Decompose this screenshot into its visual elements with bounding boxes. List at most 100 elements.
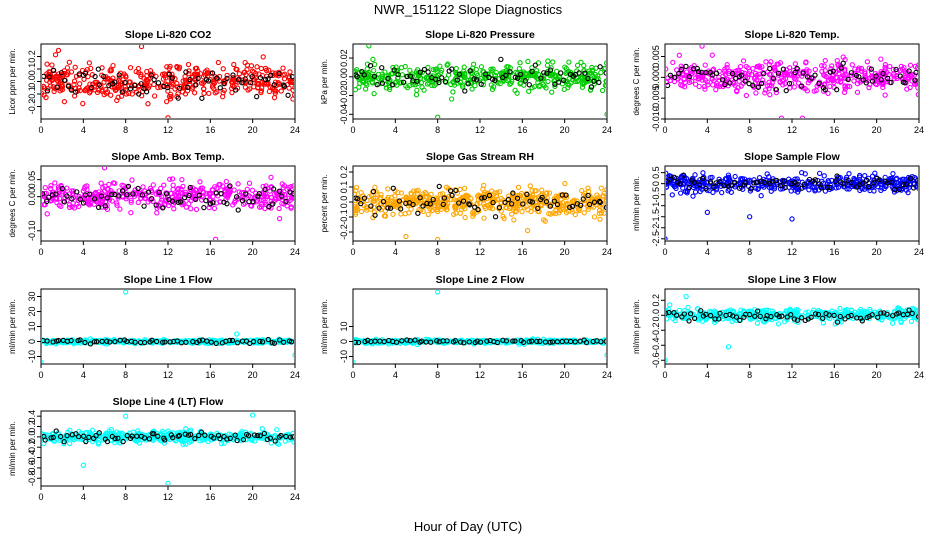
panel-title: Slope Line 2 Flow	[436, 274, 526, 286]
data-point	[124, 192, 130, 198]
data-point	[719, 189, 725, 196]
x-tick-label: 8	[747, 125, 752, 135]
x-tick-label: 4	[705, 370, 710, 380]
data-point	[520, 201, 526, 207]
data-point	[466, 339, 472, 345]
data-point	[900, 181, 907, 188]
data-point	[479, 195, 485, 201]
data-point	[682, 178, 689, 184]
data-point	[906, 76, 912, 82]
data-point	[370, 188, 377, 195]
data-point	[767, 92, 773, 98]
data-point	[882, 92, 888, 98]
data-point	[162, 339, 168, 345]
data-point	[68, 337, 74, 344]
data-point	[153, 338, 160, 345]
data-point	[754, 308, 761, 314]
data-point	[734, 87, 740, 94]
data-point	[56, 71, 62, 77]
data-point	[866, 85, 872, 91]
x-tick-label: 8	[435, 370, 440, 380]
data-point	[451, 211, 457, 218]
data-point	[586, 68, 592, 74]
data-point	[746, 68, 753, 75]
data-point	[48, 183, 54, 189]
data-point	[354, 68, 359, 75]
data-point	[289, 74, 294, 80]
data-point	[161, 182, 167, 188]
data-point	[666, 309, 672, 316]
scatter-points	[354, 180, 606, 240]
data-point	[666, 170, 669, 176]
data-point	[354, 188, 359, 194]
scatter-points	[354, 290, 606, 363]
data-point	[569, 198, 576, 205]
data-point	[799, 169, 805, 176]
data-point	[364, 82, 370, 88]
data-point	[174, 193, 180, 199]
x-tick-label: 12	[475, 370, 485, 380]
data-point	[128, 199, 134, 205]
data-point	[270, 201, 276, 207]
data-point	[585, 75, 591, 82]
data-point	[265, 76, 271, 82]
data-point	[388, 194, 395, 200]
data-point	[501, 215, 507, 222]
data-point	[489, 86, 496, 93]
data-point	[596, 79, 602, 85]
data-point	[509, 211, 515, 217]
data-point	[732, 173, 738, 180]
data-point	[443, 79, 449, 85]
data-point	[803, 60, 809, 66]
data-point	[859, 68, 865, 74]
data-point	[160, 205, 166, 211]
data-point	[676, 70, 682, 77]
data-point	[801, 181, 807, 188]
data-point	[510, 192, 516, 198]
data-point	[42, 192, 46, 199]
data-point	[691, 179, 697, 186]
data-point	[416, 72, 423, 79]
data-point	[666, 82, 671, 89]
data-point	[915, 314, 918, 320]
data-point	[738, 72, 745, 78]
data-point	[372, 184, 378, 190]
y-tick-label: -2.5	[651, 231, 661, 247]
data-point	[153, 202, 159, 208]
data-point	[460, 198, 467, 204]
y-tick-label: 10	[339, 321, 349, 331]
data-point	[562, 180, 568, 187]
data-point	[798, 315, 805, 321]
data-point	[769, 184, 775, 190]
data-point	[230, 72, 236, 78]
data-point	[374, 81, 380, 88]
data-point	[290, 96, 294, 102]
data-point	[715, 83, 721, 89]
data-point	[862, 173, 868, 179]
y-axis-label: ml/min per min.	[8, 421, 17, 476]
data-point	[603, 78, 606, 84]
data-point	[840, 54, 846, 60]
data-point	[875, 314, 881, 320]
data-point	[842, 83, 848, 89]
data-point	[86, 60, 93, 66]
data-point	[696, 182, 703, 188]
x-tick-label: 0	[350, 125, 355, 135]
data-point	[258, 65, 265, 72]
data-point	[433, 76, 439, 82]
data-point	[45, 86, 51, 92]
data-point	[535, 205, 541, 212]
data-point	[270, 186, 277, 192]
data-point	[163, 98, 170, 105]
data-point	[547, 339, 553, 345]
data-point	[680, 172, 687, 178]
data-point	[399, 338, 405, 344]
data-point	[390, 185, 396, 191]
data-point	[174, 338, 181, 344]
data-point	[898, 63, 904, 70]
data-point	[758, 193, 764, 199]
data-point	[812, 188, 818, 194]
data-point	[884, 311, 890, 317]
data-point	[163, 75, 169, 81]
data-point	[845, 313, 851, 320]
